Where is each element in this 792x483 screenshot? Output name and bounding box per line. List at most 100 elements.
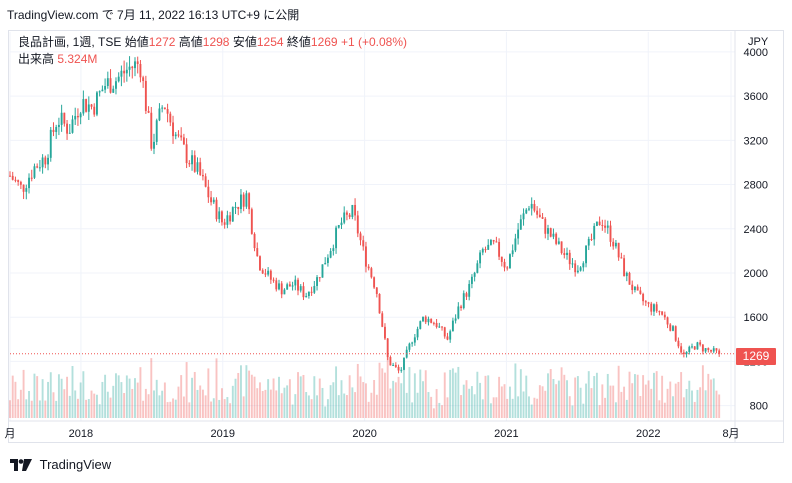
candle-body (33, 166, 36, 178)
candle-body (552, 233, 555, 237)
volume-bar (218, 399, 221, 418)
candle-body (682, 352, 685, 355)
volume-bar (658, 400, 661, 418)
candle-body (57, 124, 60, 128)
volume-bar (506, 398, 509, 418)
candle-body (14, 179, 17, 181)
volume-bar (283, 387, 286, 418)
volume-bar (174, 399, 177, 418)
candle-body (639, 290, 642, 294)
volume-bar (416, 392, 419, 418)
candle-body (313, 285, 316, 293)
volume-bar (134, 378, 136, 418)
volume-bar (655, 371, 658, 418)
volume-bar (324, 406, 327, 418)
volume-bar (172, 398, 174, 418)
candle-body (544, 218, 547, 234)
candle-body (44, 157, 47, 165)
candle-body (144, 80, 147, 111)
volume-bar (460, 395, 463, 418)
x-tick-label: 月 (5, 428, 16, 440)
candle-body (226, 215, 229, 225)
volume-bar (302, 374, 305, 418)
candle-body (411, 342, 414, 344)
candle-body (326, 257, 329, 263)
volume-bar (210, 401, 213, 418)
volume-bar (101, 381, 104, 418)
volume-bar (223, 399, 226, 418)
volume-bar (199, 385, 202, 418)
volume-bar (185, 362, 188, 418)
volume-bar (403, 364, 405, 418)
volume-bar (715, 390, 718, 418)
candle-body (362, 240, 365, 247)
volume-bar (677, 381, 680, 418)
volume-bar (536, 398, 539, 418)
y-tick-label: 2400 (744, 224, 768, 236)
candle-body (422, 316, 424, 322)
legend-close-value: 1269 (310, 35, 338, 49)
chart-frame[interactable] (8, 30, 784, 443)
legend-symbol[interactable]: 良品計画, 1週, TSE (18, 35, 122, 49)
volume-bar (530, 404, 533, 418)
candle-body (63, 112, 66, 124)
volume-bar (430, 396, 433, 418)
volume-bar (106, 391, 109, 418)
volume-bar (663, 402, 666, 418)
legend-low-label: 安値 (232, 35, 257, 49)
candle-body (38, 167, 41, 169)
candle-body (408, 343, 411, 350)
candle-body (210, 197, 213, 203)
candle-body (196, 162, 199, 172)
candle-body (384, 326, 386, 339)
candle-body (264, 273, 267, 275)
candle-body (699, 342, 702, 345)
volume-bar (131, 388, 134, 418)
candle-body (566, 252, 568, 256)
candle-body (392, 364, 395, 366)
volume-bar (614, 402, 617, 418)
candle-body (291, 285, 294, 287)
candle-body (536, 210, 539, 215)
candle-body (587, 238, 590, 246)
volume-bar (180, 375, 183, 418)
volume-bar (704, 390, 707, 418)
volume-bar (362, 382, 365, 418)
candle-body (413, 337, 416, 343)
volume-bar (90, 390, 93, 418)
volume-bar (229, 403, 232, 418)
volume-bar (666, 388, 669, 418)
volume-bar (340, 380, 343, 418)
volume-bar (248, 370, 251, 418)
candle-body (359, 233, 362, 241)
footer-brand[interactable]: TradingView (39, 457, 112, 473)
volume-bar (593, 376, 596, 418)
candle-body (242, 194, 245, 207)
candle-body (253, 233, 256, 249)
candle-body (435, 323, 438, 328)
volume-bar (661, 375, 664, 418)
candle-body (348, 214, 351, 217)
volume-bar (193, 371, 196, 418)
candle-body (479, 252, 482, 264)
y-tick-label: 2800 (744, 180, 768, 192)
volume-bar (598, 405, 601, 418)
volume-bar (685, 389, 688, 418)
volume-bar (522, 391, 525, 418)
candle-body (674, 326, 677, 341)
volume-bar (413, 373, 416, 418)
candle-body (177, 134, 180, 136)
volume-bar (669, 381, 672, 418)
volume-bar (484, 375, 487, 418)
volume-bar (625, 399, 628, 418)
volume-bar (22, 369, 25, 418)
candle-body (590, 238, 593, 240)
volume-bar (291, 404, 294, 418)
volume-bar (419, 369, 422, 418)
volume-bar (161, 390, 164, 418)
volume-bar (525, 375, 528, 418)
volume-bar (544, 390, 547, 418)
volume-bar (378, 362, 381, 418)
candle-body (332, 248, 335, 252)
